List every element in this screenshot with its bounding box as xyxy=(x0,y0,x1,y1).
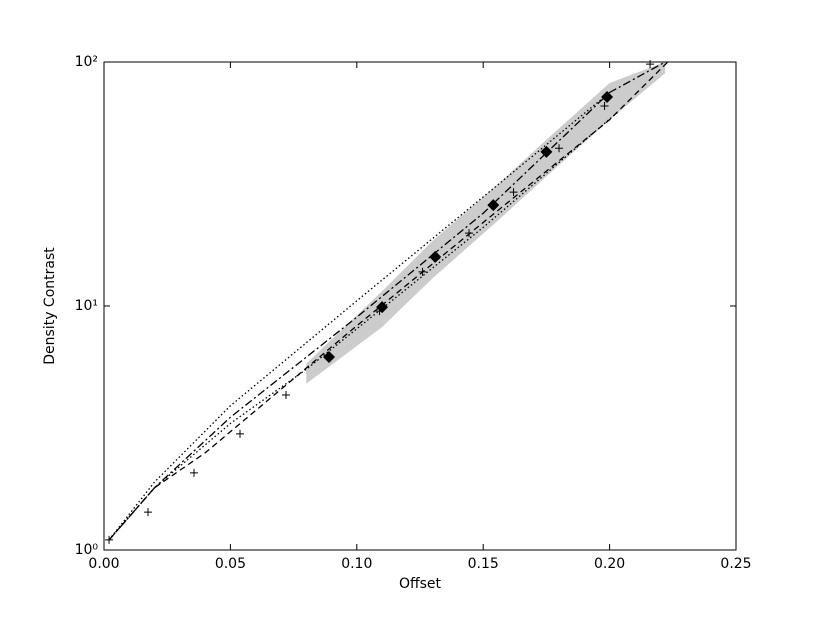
plus-marker xyxy=(189,468,198,477)
x-tick-label: 0.10 xyxy=(341,556,372,572)
plus-marker xyxy=(646,60,655,69)
diamond-marker xyxy=(487,199,500,212)
x-tick-label: 0.25 xyxy=(720,556,751,572)
plus-marker xyxy=(105,535,114,544)
plus-marker xyxy=(282,390,291,399)
band xyxy=(306,62,666,384)
x-tick-label: 0.05 xyxy=(215,556,246,572)
plot-frame xyxy=(103,61,737,551)
plus-marker xyxy=(600,102,609,111)
y-tick-label: 10² xyxy=(75,54,98,70)
x-axis-label: Offset xyxy=(399,576,442,592)
plus-marker xyxy=(236,429,245,438)
plus-marker xyxy=(143,508,152,517)
y-tick-label: 10⁰ xyxy=(75,542,99,558)
x-tick-label: 0.20 xyxy=(594,556,625,572)
diamond-marker xyxy=(540,145,553,158)
y-axis-label: Density Contrast xyxy=(42,247,58,365)
plus-marker xyxy=(465,229,474,238)
plus-marker xyxy=(555,144,564,153)
diamond-marker xyxy=(322,350,335,363)
diamond-marker xyxy=(601,90,614,103)
plus-marker xyxy=(418,267,427,276)
diamond-marker xyxy=(429,250,442,263)
diamond-marker xyxy=(376,301,389,314)
y-tick-label: 10¹ xyxy=(75,298,98,314)
plus-marker xyxy=(509,188,518,197)
x-tick-label: 0.15 xyxy=(468,556,499,572)
x-tick-label: 0.00 xyxy=(88,556,119,572)
series-line xyxy=(108,91,611,541)
series-line xyxy=(108,61,669,541)
